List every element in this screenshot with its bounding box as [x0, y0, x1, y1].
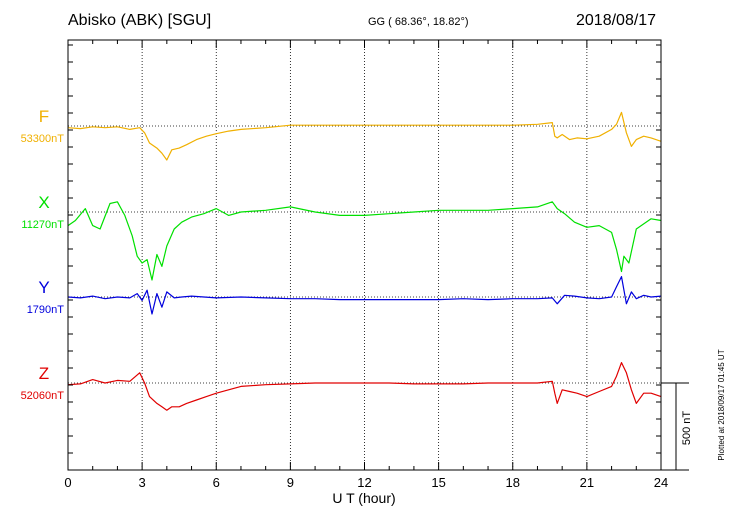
- series-line-y: [67, 276, 662, 315]
- station-coordinates: GG ( 68.36°, 18.82°): [368, 16, 469, 28]
- chart-date: 2018/08/17: [576, 12, 657, 29]
- x-tick-label: 3: [139, 475, 146, 490]
- plotted-at-note: Plotted at 2018/09/17 01:45 UT: [717, 349, 726, 460]
- series-name-z: Z: [39, 364, 49, 383]
- x-tick-label: 12: [357, 475, 371, 490]
- scale-bar: 500 nT: [661, 382, 693, 471]
- x-tick-label: 15: [431, 475, 445, 490]
- series-baseline-y: 1790nT: [27, 304, 65, 316]
- x-tick-labels: 0 3 6 9 12 15 18 21 24: [64, 475, 668, 490]
- series-baseline-z: 52060nT: [21, 390, 65, 402]
- series-baseline-f: 53300nT: [21, 133, 65, 145]
- x-tick-label: 6: [213, 475, 220, 490]
- series-name-x: X: [38, 193, 49, 212]
- series-baseline-x: 11270nT: [21, 219, 64, 231]
- series-line-f: [67, 111, 662, 161]
- series-labels: F 53300nT X 11270nT Y 1790nT Z 52060nT: [21, 107, 65, 402]
- series-line-z: [67, 362, 662, 411]
- series-lines: [67, 111, 662, 411]
- x-axis-label: U T (hour): [332, 490, 395, 506]
- scale-bar-label: 500 nT: [681, 411, 693, 446]
- x-tick-label: 0: [64, 475, 71, 490]
- station-title: Abisko (ABK) [SGU]: [68, 12, 212, 29]
- x-tick-label: 18: [506, 475, 520, 490]
- x-tick-label: 24: [654, 475, 668, 490]
- x-tick-label: 21: [580, 475, 594, 490]
- series-line-x: [67, 201, 662, 281]
- axis-ticks: [67, 40, 662, 470]
- series-name-y: Y: [38, 278, 49, 297]
- series-name-f: F: [39, 107, 49, 126]
- x-tick-label: 9: [287, 475, 294, 490]
